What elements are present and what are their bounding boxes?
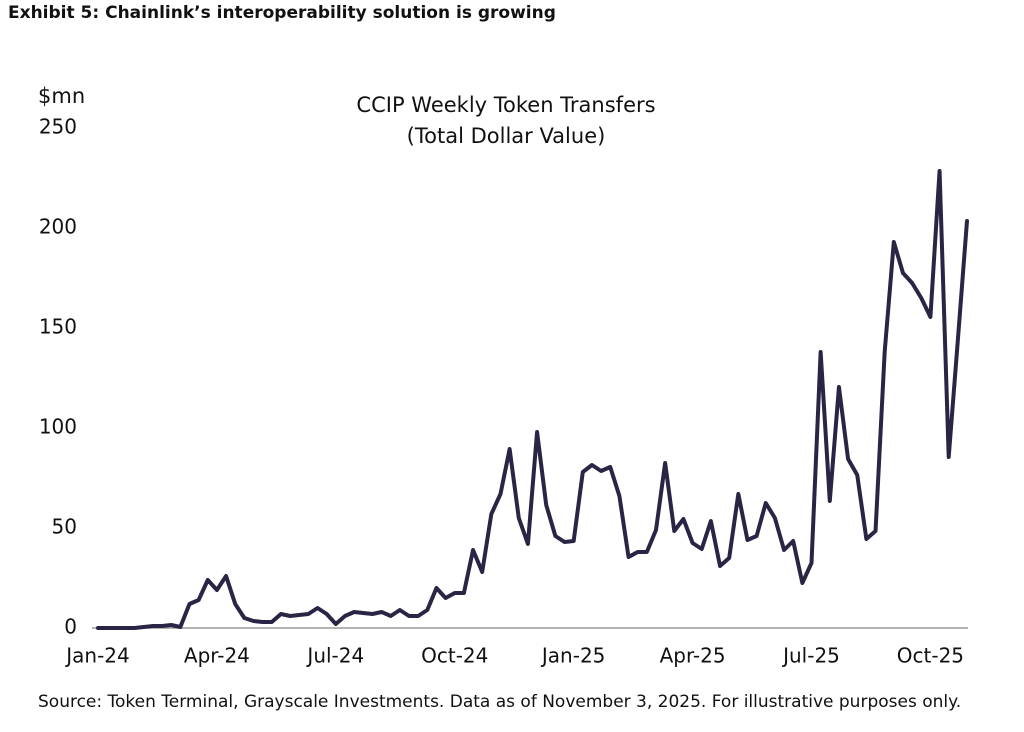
y-tick-label: 250 [39, 115, 77, 139]
y-tick-label: 0 [64, 615, 77, 639]
x-tick-label: Jan-24 [64, 644, 130, 668]
y-tick-label: 100 [39, 415, 77, 439]
x-tick-label: Apr-25 [660, 644, 726, 668]
x-tick-label: Apr-24 [184, 644, 250, 668]
x-tick-label: Jan-25 [540, 644, 606, 668]
y-axis-label: $mn [38, 84, 85, 108]
exhibit-title: Exhibit 5: Chainlink’s interoperability … [8, 3, 556, 23]
chart-title: CCIP Weekly Token Transfers [356, 93, 655, 117]
y-tick-label: 200 [39, 215, 77, 239]
source-note: Source: Token Terminal, Grayscale Invest… [38, 692, 961, 712]
x-tick-label: Jul-25 [781, 644, 840, 668]
x-tick-label: Oct-24 [421, 644, 488, 668]
y-tick-label: 150 [39, 315, 77, 339]
data-line [96, 169, 969, 630]
chart-subtitle: (Total Dollar Value) [407, 124, 606, 148]
x-tick-label: Jul-24 [305, 644, 364, 668]
y-tick-label: 50 [52, 515, 77, 539]
x-tick-label: Oct-25 [897, 644, 964, 668]
